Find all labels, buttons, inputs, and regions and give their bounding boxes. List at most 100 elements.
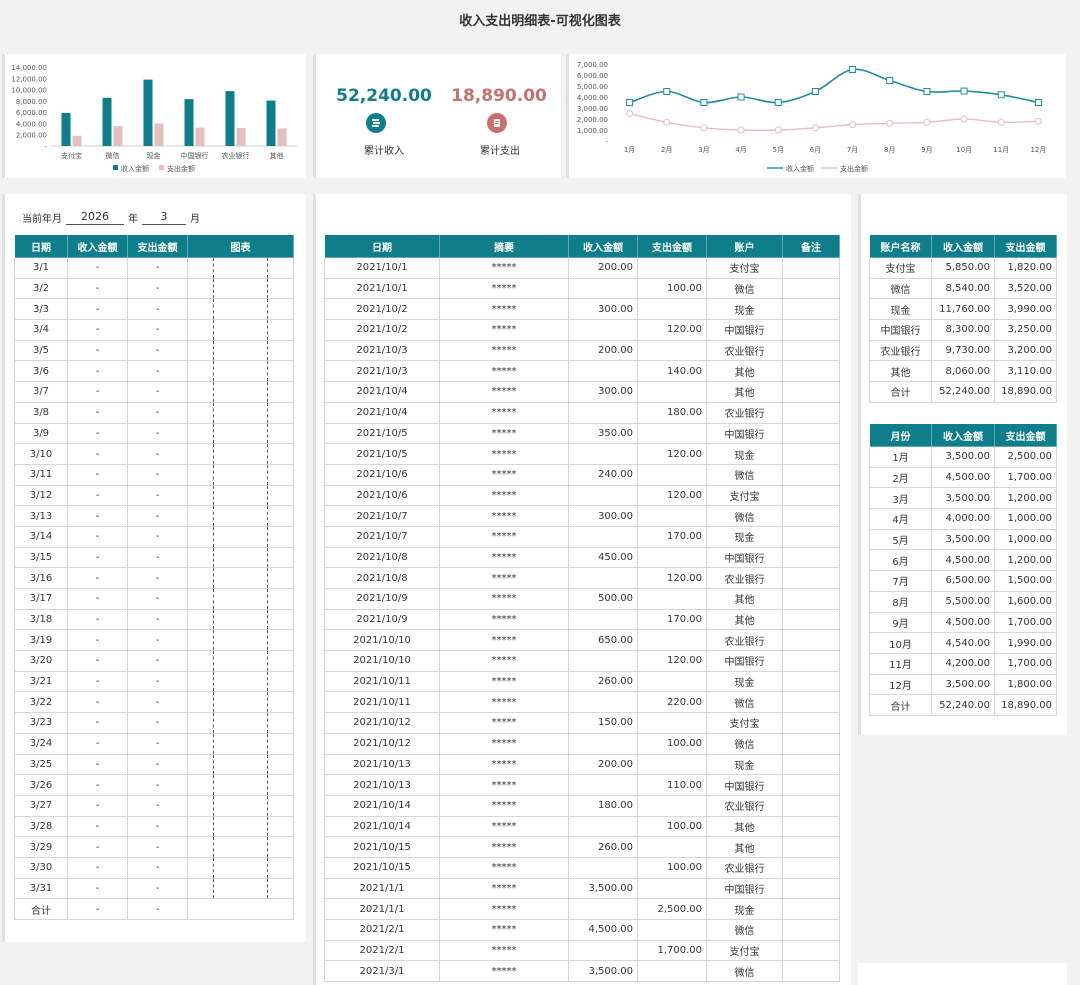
series-line-expense[interactable] (629, 112, 1039, 131)
table-row[interactable]: 3/3- - (14, 298, 294, 321)
column-header[interactable]: 收入金额 (931, 423, 995, 447)
point-expense[interactable] (997, 118, 1005, 126)
table-row[interactable]: 其他 8,060.00 3,110.00 (869, 360, 1057, 383)
table-row[interactable]: 2021/10/3 ***** 200.00 农业银行 (324, 339, 840, 362)
point-income[interactable] (923, 88, 931, 95)
column-header[interactable]: 日期 (324, 234, 440, 258)
table-row[interactable]: 2月 4,500.00 1,700.00 (869, 466, 1057, 489)
bar-income[interactable] (61, 112, 71, 146)
table-row[interactable]: 2021/10/6 ***** 240.00 微信 (324, 463, 840, 486)
point-income[interactable] (1034, 99, 1042, 106)
point-income[interactable] (774, 99, 782, 106)
table-row[interactable]: 2021/10/13 ***** 110.00 中国银行 (324, 774, 840, 796)
point-income[interactable] (886, 77, 894, 84)
table-row[interactable]: 2021/10/9 ***** 500.00 其他 (324, 588, 840, 610)
table-row[interactable]: 2021/10/10 ***** 650.00 农业银行 (324, 629, 840, 652)
table-row[interactable]: 合计 52,240.00 18,890.00 (869, 381, 1057, 403)
table-row[interactable]: 3/2- - (14, 277, 294, 300)
table-row[interactable]: 3/8- - (14, 401, 294, 424)
column-header[interactable]: 收入金额 (931, 234, 995, 258)
column-header[interactable]: 支出金额 (994, 423, 1057, 447)
column-header[interactable]: 账户名称 (869, 234, 932, 258)
table-row[interactable]: 2021/10/7 ***** 300.00 微信 (324, 505, 840, 527)
table-row[interactable]: 3/1- - (14, 257, 294, 279)
point-expense[interactable] (811, 124, 819, 132)
table-row[interactable]: 2021/2/1 ***** 4,500.00 微信 (324, 919, 840, 941)
table-row[interactable]: 2021/10/10 ***** 120.00 中国银行 (324, 650, 840, 672)
table-row[interactable]: 8月 5,500.00 1,600.00 (869, 590, 1057, 613)
point-expense[interactable] (700, 124, 708, 132)
column-header[interactable]: 支出金额 (637, 234, 707, 258)
table-row[interactable]: 9月 4,500.00 1,700.00 (869, 611, 1057, 634)
column-header[interactable]: 备注 (782, 234, 840, 258)
table-row[interactable]: 3/24- - (14, 732, 294, 755)
table-row[interactable]: 12月 3,500.00 1,800.00 (869, 673, 1057, 696)
table-row[interactable]: 3/14- - (14, 525, 294, 548)
point-expense[interactable] (626, 110, 634, 117)
table-row[interactable]: 5月 3,500.00 1,000.00 (869, 528, 1057, 551)
point-expense[interactable] (663, 118, 671, 126)
table-row[interactable]: 2021/10/12 ***** 100.00 微信 (324, 732, 840, 755)
table-row[interactable]: 微信 8,540.00 3,520.00 (869, 277, 1057, 300)
table-row[interactable]: 2021/10/5 ***** 120.00 现金 (324, 443, 840, 465)
point-expense[interactable] (1034, 117, 1042, 125)
account-bar-chart[interactable]: - 2,000.00 4,000.00 6,000.00 8,000.00 10,000.… (5, 54, 306, 178)
column-header[interactable]: 账户 (706, 234, 783, 258)
table-row[interactable]: 2021/3/1 ***** 3,500.00 微信 (324, 960, 840, 983)
table-row[interactable]: 2021/10/14 ***** 180.00 农业银行 (324, 794, 840, 817)
point-expense[interactable] (774, 126, 782, 134)
table-row[interactable]: 2021/10/8 ***** 120.00 农业银行 (324, 567, 840, 589)
table-row[interactable]: 10月 4,540.00 1,990.00 (869, 632, 1057, 654)
table-row[interactable]: 3/11- - (14, 463, 294, 486)
table-row[interactable]: 2021/10/11 ***** 260.00 现金 (324, 670, 840, 693)
table-row[interactable]: 现金 11,760.00 3,990.00 (869, 298, 1057, 321)
bar-income[interactable] (225, 91, 235, 146)
table-row[interactable]: 合计 52,240.00 18,890.00 (869, 694, 1057, 716)
table-row[interactable]: 3/7- - (14, 381, 294, 403)
year-input[interactable]: 2026 (66, 210, 124, 225)
point-expense[interactable] (886, 119, 894, 127)
table-row[interactable]: 2021/10/12 ***** 150.00 支付宝 (324, 712, 840, 734)
table-row[interactable]: 2021/10/15 ***** 100.00 农业银行 (324, 856, 840, 879)
monthly-line-chart[interactable]: - 1,000.00 2,000.00 3,000.00 4,000.00 5,000.0… (569, 54, 1066, 178)
table-row[interactable]: 2021/10/11 ***** 220.00 微信 (324, 691, 840, 714)
point-expense[interactable] (960, 115, 968, 123)
table-row[interactable]: 2021/10/8 ***** 450.00 中国银行 (324, 546, 840, 569)
table-row[interactable]: 4月 4,000.00 1,000.00 (869, 508, 1057, 530)
table-row[interactable]: 2021/1/1 ***** 2,500.00 现金 (324, 898, 840, 920)
table-row[interactable]: 3/17- - (14, 588, 294, 610)
bar-expense[interactable] (154, 123, 164, 146)
table-row[interactable]: 2021/10/9 ***** 170.00 其他 (324, 608, 840, 631)
table-row[interactable]: 2021/10/4 ***** 300.00 其他 (324, 381, 840, 403)
point-income[interactable] (737, 93, 745, 101)
table-row[interactable]: 3/13- - (14, 505, 294, 527)
table-row[interactable]: 2021/10/13 ***** 200.00 现金 (324, 753, 840, 776)
column-header[interactable]: 摘要 (439, 234, 569, 258)
table-row[interactable]: 3月 3,500.00 1,200.00 (869, 487, 1057, 510)
table-row[interactable]: 2021/10/2 ***** 120.00 中国银行 (324, 319, 840, 341)
bar-expense[interactable] (236, 127, 246, 146)
table-row[interactable]: 2021/10/1 ***** 100.00 微信 (324, 277, 840, 300)
table-row[interactable]: 3/19- - (14, 629, 294, 652)
bar-income[interactable] (102, 97, 112, 146)
table-row[interactable]: 3/18- - (14, 608, 294, 631)
series-line-income[interactable] (629, 68, 1039, 104)
table-row[interactable]: 3/27- - (14, 794, 294, 817)
point-income[interactable] (811, 88, 819, 95)
table-row[interactable]: 3/31- - (14, 877, 294, 900)
point-expense[interactable] (923, 118, 931, 126)
column-header[interactable]: 日期 (14, 234, 68, 258)
bar-expense[interactable] (72, 135, 82, 146)
column-header[interactable]: 收入金额 (67, 234, 128, 258)
table-row[interactable]: 3/28- - (14, 815, 294, 838)
table-row[interactable]: 2021/2/1 ***** 1,700.00 支付宝 (324, 939, 840, 962)
table-row[interactable]: 2021/10/1 ***** 200.00 支付宝 (324, 257, 840, 279)
table-row[interactable]: 2021/10/7 ***** 170.00 现金 (324, 525, 840, 548)
table-row[interactable]: 3/5- - (14, 339, 294, 362)
bar-expense[interactable] (277, 128, 287, 146)
table-row[interactable]: 3/6- - (14, 360, 294, 383)
table-row[interactable]: 2021/10/5 ***** 350.00 中国银行 (324, 422, 840, 445)
table-row[interactable]: 2021/10/6 ***** 120.00 支付宝 (324, 484, 840, 507)
table-row[interactable]: 3/15- - (14, 546, 294, 569)
column-header[interactable]: 支出金额 (127, 234, 188, 258)
